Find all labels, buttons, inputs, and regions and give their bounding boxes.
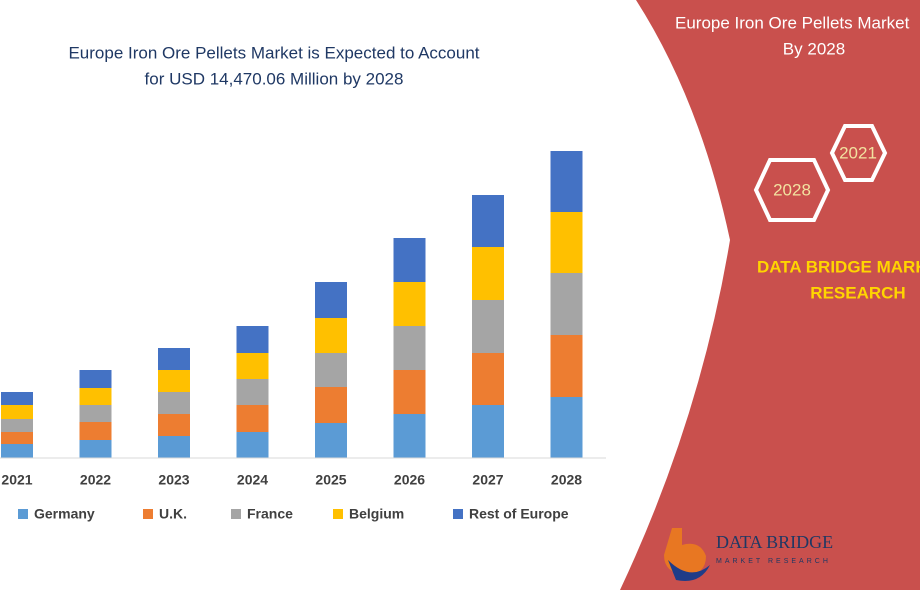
legend-swatch	[231, 509, 241, 519]
bar-segment	[315, 423, 347, 458]
logo-subtext: MARKET RESEARCH	[716, 558, 831, 565]
bar-segment	[393, 326, 426, 370]
panel-heading: By 2028	[783, 39, 845, 58]
hexagon-label: 2028	[773, 180, 811, 199]
legend-swatch	[333, 509, 343, 519]
bar-segment	[158, 392, 190, 414]
bar-segment	[1, 392, 33, 405]
side-panel	[620, 0, 920, 590]
bar-segment	[79, 405, 112, 422]
x-tick-label: 2022	[80, 472, 111, 488]
bar-segment	[315, 353, 347, 387]
bar-segment	[158, 414, 190, 436]
bar-segment	[550, 151, 583, 212]
legend-label: Germany	[34, 506, 95, 522]
bar-segment	[550, 397, 583, 458]
bar-segment	[472, 195, 504, 247]
bar-segment	[158, 348, 190, 370]
bar-segment	[1, 444, 33, 458]
bar-segment	[236, 326, 269, 353]
bar-segment	[1, 405, 33, 419]
bar-segment	[315, 318, 347, 353]
bar-segment	[158, 436, 190, 458]
legend-label: Rest of Europe	[469, 506, 569, 522]
bar-segment	[1, 419, 33, 432]
chart-title: Europe Iron Ore Pellets Market is Expect…	[68, 43, 479, 62]
bar-segment	[550, 273, 583, 335]
brand-text: RESEARCH	[810, 283, 905, 302]
bar-segment	[79, 422, 112, 440]
x-tick-label: 2028	[551, 472, 582, 488]
bar-segment	[472, 300, 504, 353]
x-tick-label: 2025	[315, 472, 346, 488]
bar-segment	[550, 212, 583, 273]
bar-segment	[1, 432, 33, 444]
x-tick-label: 2026	[394, 472, 425, 488]
x-tick-label: 2027	[472, 472, 503, 488]
logo: DATA BRIDGE MARKET RESEARCH	[664, 528, 833, 581]
legend-swatch	[18, 509, 28, 519]
x-tick-label: 2024	[237, 472, 268, 488]
legend-label: Belgium	[349, 506, 404, 522]
bar-segment	[236, 379, 269, 405]
bar-segment	[236, 353, 269, 379]
bar-segment	[393, 238, 426, 282]
logo-mark	[664, 528, 706, 575]
hexagon-label: 2021	[839, 143, 877, 162]
bar-segment	[236, 432, 269, 458]
brand-text: DATA BRIDGE MARKET	[757, 257, 920, 276]
x-tick-label: 2023	[158, 472, 189, 488]
bar-segment	[158, 370, 190, 392]
chart-subtitle: for USD 14,470.06 Million by 2028	[145, 69, 404, 88]
legend-label: U.K.	[159, 506, 187, 522]
x-tick-label: 2021	[1, 472, 32, 488]
panel-heading: Europe Iron Ore Pellets Market	[675, 13, 910, 32]
logo-mark	[668, 560, 710, 581]
bar-segment	[79, 388, 112, 405]
bar-segment	[315, 282, 347, 318]
legend-label: France	[247, 506, 293, 522]
bar-segment	[472, 247, 504, 300]
bar-segment	[393, 414, 426, 458]
bar-segment	[79, 440, 112, 458]
bar-segment	[393, 370, 426, 414]
logo-text: DATA BRIDGE	[716, 532, 833, 552]
bar-segment	[236, 405, 269, 432]
bar-segment	[393, 282, 426, 326]
legend-swatch	[453, 509, 463, 519]
legend-swatch	[143, 509, 153, 519]
bar-segment	[315, 387, 347, 423]
hexagon	[753, 158, 831, 222]
bar-segment	[472, 405, 504, 458]
hexagon	[829, 124, 888, 182]
bar-segment	[550, 335, 583, 397]
bar-segment	[472, 353, 504, 405]
bar-segment	[79, 370, 112, 388]
